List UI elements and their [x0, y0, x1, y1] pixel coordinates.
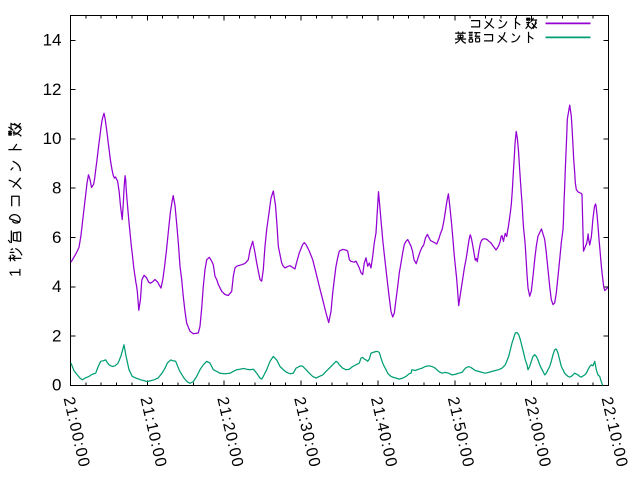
svg-text:4: 4: [52, 277, 61, 296]
svg-text:2: 2: [52, 326, 61, 345]
svg-text:0: 0: [52, 376, 61, 395]
svg-text:1: 1: [8, 268, 25, 277]
svg-text:10: 10: [43, 129, 62, 148]
svg-text:6: 6: [52, 228, 61, 247]
svg-text:8: 8: [52, 178, 61, 197]
svg-text:14: 14: [43, 31, 62, 50]
svg-text:12: 12: [43, 80, 62, 99]
